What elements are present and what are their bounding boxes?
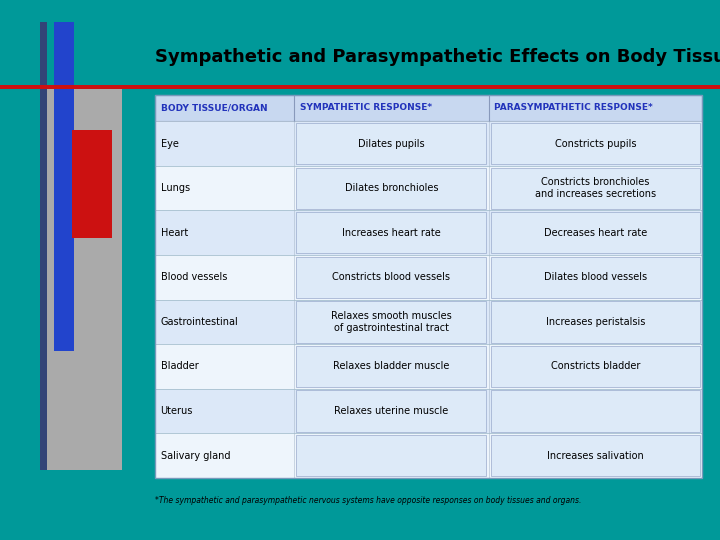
Text: Lungs: Lungs xyxy=(161,183,189,193)
Text: Bladder: Bladder xyxy=(161,361,198,372)
Text: PARASYMPATHETIC RESPONSE*: PARASYMPATHETIC RESPONSE* xyxy=(495,104,653,112)
Text: Dilates blood vessels: Dilates blood vessels xyxy=(544,272,647,282)
Text: *The sympathetic and parasympathetic nervous systems have opposite responses on : *The sympathetic and parasympathetic ner… xyxy=(155,496,581,505)
Text: Constricts blood vessels: Constricts blood vessels xyxy=(333,272,451,282)
Text: Relaxes bladder muscle: Relaxes bladder muscle xyxy=(333,361,450,372)
Text: Increases peristalsis: Increases peristalsis xyxy=(546,317,645,327)
Text: Relaxes smooth muscles
of gastrointestinal tract: Relaxes smooth muscles of gastrointestin… xyxy=(331,310,452,333)
Text: Increases heart rate: Increases heart rate xyxy=(342,228,441,238)
Text: SYMPATHETIC RESPONSE*: SYMPATHETIC RESPONSE* xyxy=(300,104,432,112)
Bar xyxy=(297,301,487,342)
Bar xyxy=(40,86,122,470)
Bar xyxy=(155,389,702,433)
Bar xyxy=(155,433,702,478)
Bar xyxy=(491,167,700,209)
Text: Decreases heart rate: Decreases heart rate xyxy=(544,228,647,238)
Text: Heart: Heart xyxy=(161,228,188,238)
Text: Relaxes uterine muscle: Relaxes uterine muscle xyxy=(334,406,449,416)
Bar xyxy=(297,212,487,253)
Bar xyxy=(155,166,702,211)
Bar xyxy=(155,255,702,300)
Bar xyxy=(155,211,702,255)
Text: Constricts pupils: Constricts pupils xyxy=(554,139,636,148)
Text: Gastrointestinal: Gastrointestinal xyxy=(161,317,238,327)
Text: Dilates pupils: Dilates pupils xyxy=(358,139,425,148)
Text: Blood vessels: Blood vessels xyxy=(161,272,227,282)
Bar xyxy=(491,256,700,298)
Bar xyxy=(297,256,487,298)
Text: Constricts bronchioles
and increases secretions: Constricts bronchioles and increases sec… xyxy=(535,177,656,199)
Bar xyxy=(491,346,700,387)
Text: Uterus: Uterus xyxy=(161,406,193,416)
Bar xyxy=(491,212,700,253)
Bar xyxy=(72,130,112,238)
Bar xyxy=(491,435,700,476)
Bar xyxy=(155,300,702,344)
Bar xyxy=(297,167,487,209)
Text: Sympathetic and Parasympathetic Effects on Body Tissues: Sympathetic and Parasympathetic Effects … xyxy=(155,48,720,66)
Bar xyxy=(297,390,487,431)
Bar xyxy=(0,85,720,89)
Bar xyxy=(491,301,700,342)
Text: Increases salivation: Increases salivation xyxy=(547,450,644,461)
Bar xyxy=(297,346,487,387)
Text: BODY TISSUE/ORGAN: BODY TISSUE/ORGAN xyxy=(161,104,267,112)
Bar xyxy=(491,123,700,164)
Text: Eye: Eye xyxy=(161,139,179,148)
Bar xyxy=(155,122,702,166)
Bar xyxy=(40,22,47,470)
Text: Salivary gland: Salivary gland xyxy=(161,450,230,461)
Text: Constricts bladder: Constricts bladder xyxy=(551,361,640,372)
Bar xyxy=(155,94,702,122)
Bar xyxy=(491,390,700,431)
Bar xyxy=(297,123,487,164)
Bar xyxy=(155,344,702,389)
Bar xyxy=(155,94,702,478)
Text: Dilates bronchioles: Dilates bronchioles xyxy=(345,183,438,193)
Bar xyxy=(54,22,74,351)
Bar xyxy=(297,435,487,476)
